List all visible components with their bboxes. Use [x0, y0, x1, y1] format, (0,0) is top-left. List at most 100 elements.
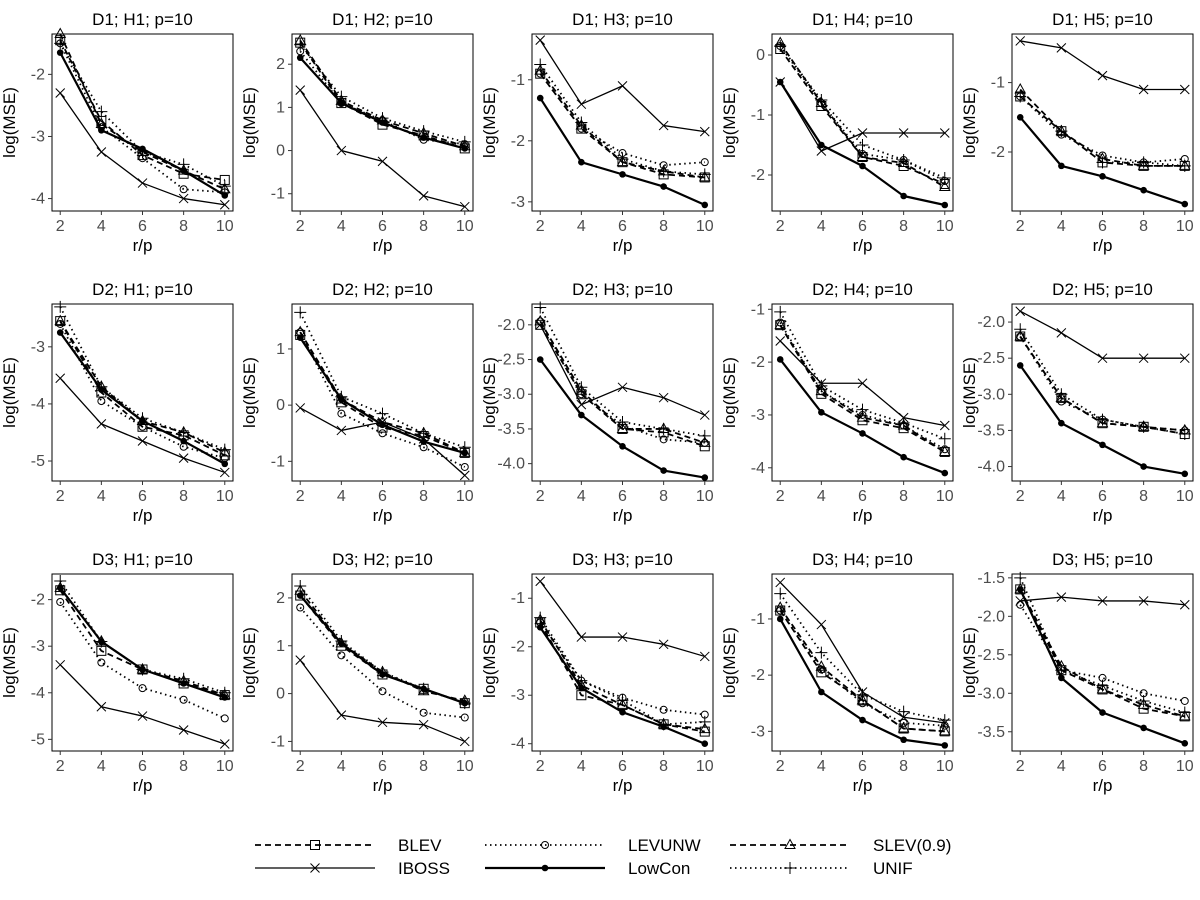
x-tick-label: 8 [659, 758, 668, 775]
plot-frame [291, 303, 474, 482]
x-tick-label: 10 [1176, 218, 1194, 235]
data-point [616, 153, 629, 166]
data-point [460, 462, 469, 471]
data-point [180, 437, 187, 445]
data-point [576, 632, 587, 642]
data-point [178, 193, 189, 204]
y-axis-label: log(MSE) [960, 627, 979, 698]
data-point [177, 426, 190, 439]
legend-label: UNIF [873, 859, 913, 878]
y-tick-label: -4 [751, 460, 765, 477]
legend-item-slev-0-9: SLEV(0.9) [730, 836, 951, 855]
data-point [294, 579, 307, 592]
series-line [299, 585, 466, 705]
panel-title: D3; H2; p=10 [332, 550, 433, 569]
series-line [539, 580, 705, 658]
panel-title: D1; H5; p=10 [1052, 10, 1153, 29]
data-point [218, 686, 231, 699]
data-point [659, 435, 668, 444]
x-tick-label: 6 [858, 758, 867, 775]
data-point [56, 319, 65, 328]
series-unif [534, 301, 711, 442]
series-line [779, 610, 945, 727]
data-point [701, 201, 709, 209]
x-tick-label: 8 [899, 488, 908, 505]
data-point [56, 329, 64, 336]
data-point [698, 722, 711, 734]
data-point [294, 584, 307, 595]
x-tick-label: 4 [1057, 488, 1066, 505]
legend-marker [310, 840, 320, 850]
series-iboss [55, 88, 230, 210]
data-point [95, 635, 108, 648]
series-iboss [535, 319, 710, 420]
data-point [698, 170, 711, 182]
data-point [458, 446, 471, 457]
legend-label: IBOSS [398, 859, 450, 878]
data-point [177, 164, 190, 175]
y-tick-label: -2.0 [977, 608, 1005, 625]
series-line [59, 587, 226, 696]
series-line [539, 97, 706, 206]
data-point [775, 577, 786, 588]
data-point [1058, 162, 1065, 170]
series-line [59, 320, 226, 454]
data-point [55, 373, 66, 384]
data-point [137, 711, 148, 721]
x-tick-label: 2 [56, 758, 65, 775]
y-axis-label: log(MSE) [0, 357, 19, 428]
x-axis-label: r/p [1093, 506, 1113, 525]
x-tick-label: 2 [1016, 488, 1025, 505]
data-point [458, 139, 471, 151]
x-tick-label: 8 [1139, 758, 1148, 775]
data-point [335, 634, 348, 647]
x-axis-label: r/p [613, 236, 633, 255]
data-point [96, 419, 107, 429]
y-tick-label: -4.0 [977, 459, 1005, 476]
series-line [539, 324, 706, 416]
data-point [335, 94, 348, 105]
y-axis-label: log(MSE) [0, 627, 19, 698]
data-point [938, 172, 951, 184]
x-tick-label: 4 [97, 218, 106, 235]
y-axis-label: log(MSE) [240, 357, 259, 428]
panel-d2-h3-p-10: D2; H3; p=10 2 4 6 8 10 -4.0 -3.5 -3.0 -2.5 -2.0 r/… [480, 280, 714, 525]
series-line [539, 320, 706, 444]
data-point [98, 126, 105, 134]
x-tick-label: 2 [1016, 758, 1025, 775]
data-point [701, 740, 709, 748]
x-tick-label: 2 [536, 758, 545, 775]
y-tick-label: -4 [511, 736, 525, 753]
y-tick-label: 0 [756, 47, 765, 64]
y-tick-label: -1 [991, 75, 1005, 92]
data-point [941, 201, 949, 209]
panel-d2-h5-p-10: D2; H5; p=10 2 4 6 8 10 -4.0 -3.5 -3.0 -2.5 -2.0 r/… [960, 280, 1194, 525]
x-tick-label: 10 [696, 758, 714, 775]
data-point [295, 403, 306, 413]
x-tick-label: 2 [296, 758, 305, 775]
y-tick-label: -2 [991, 144, 1005, 161]
x-axis-label: r/p [373, 506, 393, 525]
data-point [535, 576, 546, 587]
x-tick-label: 4 [97, 758, 106, 775]
data-point [136, 663, 149, 676]
data-point [219, 739, 230, 749]
data-point [856, 688, 869, 701]
x-tick-label: 6 [378, 758, 387, 775]
y-tick-label: -3.0 [977, 386, 1005, 403]
data-point [1014, 329, 1027, 341]
x-tick-label: 4 [337, 218, 346, 235]
x-tick-label: 2 [56, 488, 65, 505]
x-tick-label: 10 [456, 218, 474, 235]
y-tick-label: -2.5 [977, 647, 1005, 664]
x-tick-label: 4 [817, 488, 826, 505]
data-point [1179, 84, 1190, 95]
data-point [617, 81, 628, 91]
data-point [1096, 156, 1109, 169]
series-line [299, 50, 465, 145]
panel-d3-h5-p-10: D3; H5; p=10 2 4 6 8 10 -3.5 -3.0 -2.5 -2.0 -1.5 r/… [960, 550, 1194, 795]
data-point [619, 708, 626, 716]
data-point [138, 684, 147, 693]
data-point [941, 742, 949, 749]
series-line [299, 331, 466, 454]
